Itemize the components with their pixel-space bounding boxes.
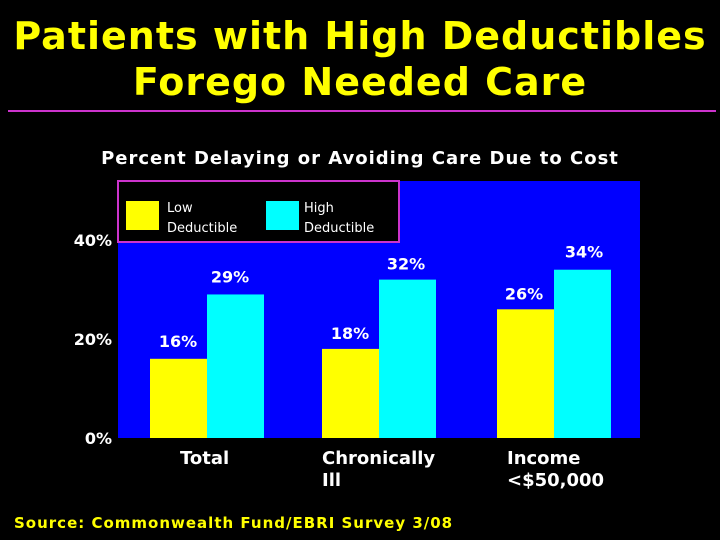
chart-title: Percent Delaying or Avoiding Care Due to…: [101, 148, 619, 169]
y-tick-label-1: 20%: [74, 330, 112, 349]
bar-low-0: [150, 358, 207, 438]
bar-high-0: [207, 294, 264, 438]
legend-label-low-1: Deductible: [167, 221, 237, 236]
source-note: Source: Commonwealth Fund/EBRI Survey 3/…: [14, 514, 454, 532]
data-label-high-0: 29%: [211, 267, 249, 286]
category-label-2-1: <$50,000: [507, 470, 604, 491]
category-label-2-0: Income: [507, 448, 581, 469]
legend-label-high-0: High: [304, 201, 334, 216]
data-label-low-2: 26%: [505, 284, 543, 303]
data-label-high-2: 34%: [565, 243, 603, 262]
category-label-1-1: Ill: [322, 470, 341, 491]
legend-swatch-low: [126, 201, 159, 230]
y-tick-label-0: 0%: [85, 429, 112, 448]
legend-swatch-high: [266, 201, 299, 230]
bar-high-2: [554, 269, 611, 438]
slide-title-line-1: Patients with High Deductibles: [13, 14, 707, 58]
category-label-1-0: Chronically: [322, 448, 435, 469]
data-label-low-1: 18%: [331, 324, 369, 343]
slide-title-line-2: Forego Needed Care: [132, 60, 588, 104]
data-label-low-0: 16%: [159, 332, 197, 351]
data-label-high-1: 32%: [387, 255, 425, 274]
bar-high-1: [379, 279, 436, 438]
legend-label-low-0: Low: [167, 201, 193, 216]
bar-low-1: [322, 348, 379, 438]
category-label-0-0: Total: [180, 448, 229, 469]
legend: [117, 180, 400, 243]
y-tick-label-2: 40%: [74, 231, 112, 250]
title-divider: [8, 110, 716, 112]
bar-low-2: [497, 309, 554, 438]
legend-label-high-1: Deductible: [304, 221, 374, 236]
